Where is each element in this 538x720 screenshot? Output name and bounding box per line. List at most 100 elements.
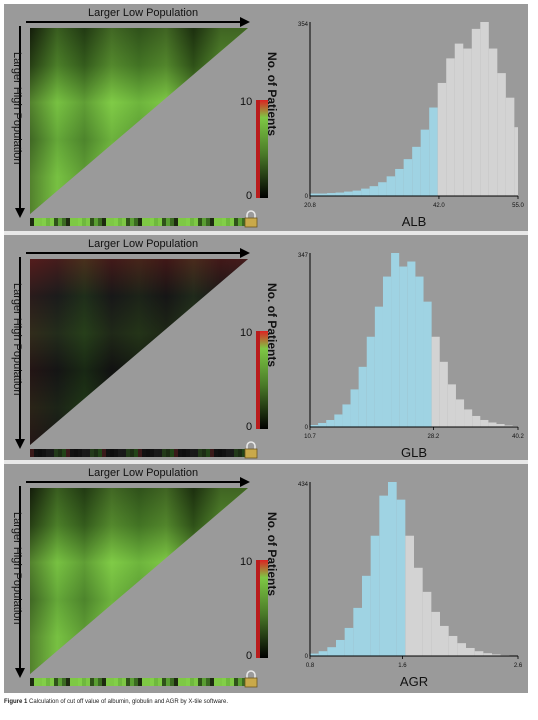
histogram-bar bbox=[336, 639, 345, 656]
heatmap-strip-cell bbox=[190, 449, 194, 457]
histogram-bar bbox=[318, 193, 328, 196]
arrowhead-icon bbox=[15, 439, 25, 449]
histogram-bar bbox=[370, 535, 380, 656]
histogram-bar bbox=[512, 425, 518, 427]
heatmap-strip-cell bbox=[238, 678, 242, 686]
histogram-bar bbox=[483, 653, 492, 656]
histogram-bar bbox=[505, 97, 515, 196]
histogram-bar bbox=[366, 336, 375, 427]
histogram-bar bbox=[440, 625, 449, 656]
heatmap-strip-cell bbox=[206, 678, 210, 686]
heatmap-strip-cell bbox=[110, 678, 114, 686]
x-tick-label: 1.6 bbox=[398, 663, 407, 669]
lock-icon bbox=[244, 670, 258, 688]
legend-max-label: 10 bbox=[240, 96, 253, 108]
heatmap-strip-cell bbox=[66, 678, 70, 686]
histogram-bar bbox=[466, 647, 475, 656]
heatmap-strip-cell bbox=[214, 218, 218, 226]
histogram-bar bbox=[496, 423, 505, 427]
histogram-bar bbox=[369, 186, 379, 196]
heatmap-strip-cell bbox=[110, 449, 114, 457]
heatmap-strip-cell bbox=[186, 218, 190, 226]
heatmap-strip-cell bbox=[194, 678, 198, 686]
histogram-bar bbox=[403, 159, 413, 196]
y-tick-label: 0 bbox=[305, 654, 309, 660]
heatmap-strip-cell bbox=[122, 218, 126, 226]
heatmap-strip-cell bbox=[42, 218, 46, 226]
heatmap-strip-cell bbox=[242, 218, 246, 226]
heatmap-strip-cell bbox=[102, 678, 106, 686]
histogram-bar bbox=[327, 193, 336, 196]
heatmap-strip-cell bbox=[198, 218, 202, 226]
histogram-glb: 347 0 10.7 28.2 40.2 GLB bbox=[298, 253, 524, 460]
heatmap-strip-cell bbox=[86, 218, 90, 226]
heatmap-strip-cell bbox=[146, 678, 150, 686]
panel-glb: Larger Low Population Larger High Populat… bbox=[4, 235, 528, 460]
heatmap-strip-cell bbox=[162, 449, 166, 457]
legend-max-label: 10 bbox=[240, 327, 253, 339]
histogram-bar bbox=[334, 414, 343, 427]
heatmap-strip-cell bbox=[50, 449, 54, 457]
heatmap-strip-cell bbox=[94, 218, 98, 226]
heatmap-strip-cell bbox=[234, 218, 238, 226]
heatmap-strip-cell bbox=[30, 449, 34, 457]
panel-divider bbox=[4, 460, 528, 464]
heatmap-triangle-overlay bbox=[30, 28, 248, 214]
heatmap-strip-cell bbox=[234, 449, 238, 457]
caption-label: Figure 1 bbox=[4, 699, 28, 705]
heatmap-strip-cell bbox=[146, 449, 150, 457]
heatmap-strip-cell bbox=[226, 449, 230, 457]
heatmap-strip-cell bbox=[202, 218, 206, 226]
heatmap-strip-cell bbox=[226, 678, 230, 686]
heatmap-strip-cell bbox=[90, 218, 94, 226]
x-axis-label: GLB bbox=[401, 445, 427, 460]
histogram-bar bbox=[504, 425, 513, 427]
heatmap-strip-cell bbox=[58, 218, 62, 226]
heatmap-strip-cell bbox=[238, 218, 242, 226]
heatmap-strip-cell bbox=[194, 218, 198, 226]
heatmap-strip-cell bbox=[138, 449, 142, 457]
histogram-bar bbox=[480, 419, 489, 427]
histogram-bar bbox=[431, 336, 440, 427]
heatmap-strip-cell bbox=[122, 678, 126, 686]
heatmap-strip-cell bbox=[166, 218, 170, 226]
heatmap-strip-cell bbox=[162, 218, 166, 226]
legend-min-label: 0 bbox=[246, 421, 253, 433]
heatmap-strip-cell bbox=[98, 449, 102, 457]
histogram-bar bbox=[488, 422, 497, 427]
histogram-bar bbox=[455, 399, 465, 427]
heatmap-strip-cell bbox=[102, 218, 106, 226]
heatmap-strip-cell bbox=[170, 449, 174, 457]
histogram-bar bbox=[480, 22, 489, 196]
histogram-bar bbox=[388, 482, 397, 656]
high-population-label: Larger High Population bbox=[11, 512, 23, 625]
histogram-bar bbox=[414, 567, 423, 656]
arrowhead-icon bbox=[240, 477, 250, 487]
heatmap-strip-cell bbox=[194, 449, 198, 457]
histogram-bar bbox=[497, 73, 506, 196]
lock-icon bbox=[244, 210, 258, 228]
heatmap-strip-cell bbox=[118, 218, 122, 226]
y-tick-label: 347 bbox=[298, 253, 309, 259]
heatmap-strip-cell bbox=[54, 678, 58, 686]
legend-colorbar bbox=[256, 560, 268, 658]
figure: Larger Low Population Larger High Populat… bbox=[4, 4, 528, 693]
heatmap-strip-cell bbox=[146, 218, 150, 226]
histogram-bar bbox=[382, 276, 392, 427]
heatmap-strip-cell bbox=[126, 678, 130, 686]
heatmap-strip-cell bbox=[74, 218, 78, 226]
y-tick-label: 434 bbox=[298, 482, 309, 488]
heatmap-strip-cell bbox=[242, 449, 246, 457]
heatmap-strip-cell bbox=[38, 449, 42, 457]
heatmap-strip-cell bbox=[206, 449, 210, 457]
histogram-bar bbox=[386, 176, 396, 196]
histogram-bar bbox=[422, 591, 432, 656]
heatmap-strip-cell bbox=[134, 218, 138, 226]
histogram-bar bbox=[395, 168, 404, 196]
heatmap-strip-cell bbox=[38, 678, 42, 686]
heatmap-strip-cell bbox=[82, 678, 86, 686]
heatmap-strip-cell bbox=[118, 678, 122, 686]
caption-text: Calculation of cut off value of albumin,… bbox=[29, 699, 229, 705]
low-population-label: Larger Low Population bbox=[88, 7, 199, 19]
heatmap-strip-cell bbox=[190, 218, 194, 226]
